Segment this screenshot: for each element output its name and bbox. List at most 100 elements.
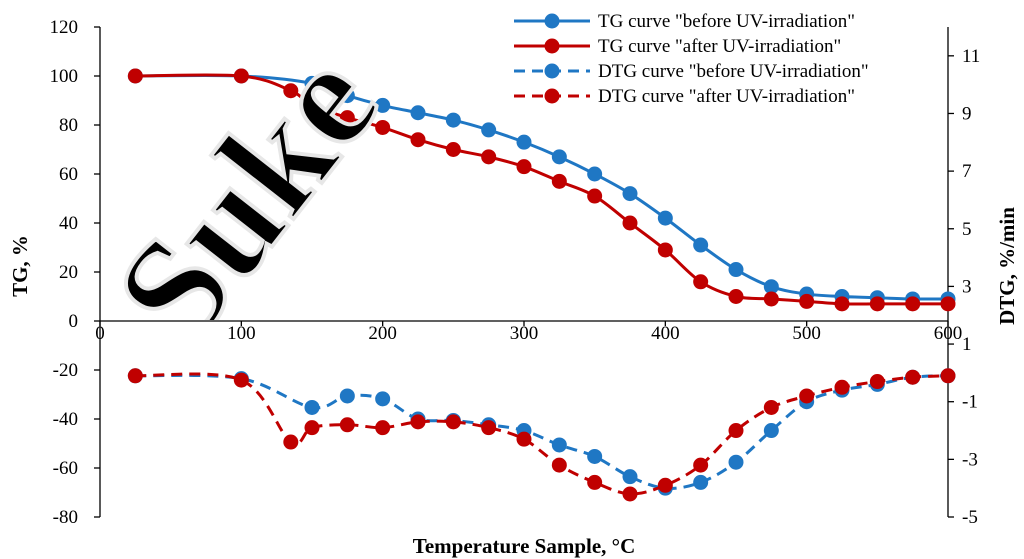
- x-ticks: 0 100 200 300 400 500 600: [95, 321, 962, 344]
- y-right-ticks: 11 9 7 5 3 1 -1 -3 -5: [948, 46, 980, 528]
- data-point: [304, 420, 320, 436]
- y-left-tick-label: 0: [69, 311, 79, 332]
- legend-label: TG curve "before UV-irradiation": [598, 11, 855, 32]
- x-tick-label: 300: [510, 323, 539, 344]
- data-point: [693, 237, 709, 253]
- data-point: [587, 188, 603, 204]
- data-point: [410, 132, 426, 148]
- series-3: [127, 368, 956, 496]
- data-point: [869, 296, 885, 312]
- data-point: [445, 142, 461, 157]
- series-1: [127, 68, 956, 307]
- y-right-tick-label: 11: [962, 46, 980, 67]
- y-left-tick-label: 100: [50, 66, 79, 87]
- data-point: [551, 149, 567, 165]
- y-right-tick-label: 3: [962, 276, 972, 297]
- series-line: [135, 372, 949, 496]
- series-2: [127, 68, 956, 312]
- data-point: [375, 119, 391, 135]
- data-point: [657, 477, 673, 493]
- data-point: [587, 166, 603, 182]
- y-right-tick-label: 1: [962, 334, 972, 355]
- legend-label: DTG curve "before UV-irradiation": [598, 61, 869, 82]
- series-line: [135, 73, 948, 306]
- series-4: [127, 368, 956, 502]
- data-point: [516, 134, 532, 150]
- data-point: [233, 68, 249, 84]
- legend-label: TG curve "after UV-irradiation": [598, 36, 841, 57]
- data-point: [728, 289, 744, 304]
- data-point: [445, 414, 461, 430]
- data-point: [481, 420, 497, 436]
- data-point: [127, 68, 143, 84]
- data-point: [304, 75, 320, 91]
- data-point: [551, 173, 567, 189]
- data-point: [834, 296, 850, 312]
- data-point: [622, 469, 638, 485]
- y-right-tick-label: 9: [962, 103, 972, 124]
- x-tick-label: 500: [792, 323, 821, 344]
- legend-marker: [544, 13, 560, 29]
- y-right-tick-label: 7: [962, 161, 972, 182]
- y-left-tick-label: -20: [53, 360, 78, 381]
- data-point: [516, 159, 532, 175]
- x-tick-label: 100: [227, 323, 256, 344]
- data-point: [763, 291, 779, 307]
- data-point: [869, 374, 885, 390]
- y-right-tick-label: -3: [962, 449, 978, 470]
- data-point: [375, 391, 391, 407]
- legend-marker: [544, 38, 560, 54]
- data-point: [799, 388, 815, 404]
- y-right-tick-label: 5: [962, 219, 972, 240]
- data-point: [693, 274, 709, 290]
- series-line: [135, 73, 949, 301]
- data-point: [516, 431, 532, 447]
- y-left-tick-label: 120: [50, 17, 79, 38]
- data-point: [481, 149, 497, 165]
- x-tick-label: 0: [95, 323, 105, 344]
- data-point: [622, 215, 638, 231]
- y-left-tick-label: -80: [53, 507, 78, 528]
- y-right-tick-label: -5: [962, 507, 978, 528]
- y-left-tick-label: 80: [59, 115, 78, 136]
- y-right-tick-label: -1: [962, 392, 978, 413]
- data-point: [940, 368, 956, 384]
- data-point: [657, 242, 673, 258]
- legend-marker: [544, 63, 560, 79]
- data-point: [339, 88, 355, 104]
- y-left-axis-title: TG, %: [8, 235, 32, 297]
- data-point: [339, 417, 355, 433]
- x-tick-label: 600: [934, 323, 963, 344]
- data-point: [304, 97, 320, 113]
- y-right-axis-title: DTG, %/min: [995, 207, 1019, 325]
- data-point: [728, 454, 744, 470]
- data-point: [587, 474, 603, 490]
- data-point: [763, 279, 779, 295]
- data-point: [127, 368, 143, 384]
- y-left-tick-label: -60: [53, 458, 78, 479]
- data-point: [304, 399, 320, 415]
- data-point: [657, 210, 673, 226]
- y-left-tick-label: 40: [59, 213, 78, 234]
- data-point: [283, 83, 299, 99]
- data-point: [481, 122, 497, 138]
- data-point: [587, 448, 603, 464]
- data-point: [799, 293, 815, 309]
- data-point: [622, 486, 638, 502]
- data-point: [375, 420, 391, 436]
- data-point: [728, 262, 744, 278]
- data-point: [940, 296, 956, 312]
- legend-marker: [544, 88, 560, 104]
- data-point: [693, 457, 709, 473]
- data-point: [622, 186, 638, 202]
- data-point: [410, 414, 426, 430]
- y-left-ticks: 120 100 80 60 40 20 0 -20 -40 -60 -80: [50, 17, 100, 528]
- x-tick-label: 400: [651, 323, 680, 344]
- data-point: [693, 474, 709, 490]
- data-point: [763, 423, 779, 439]
- x-axis-title: Temperature Sample, °C: [413, 534, 635, 558]
- data-point: [233, 372, 249, 388]
- data-point: [905, 369, 921, 385]
- data-point: [763, 399, 779, 415]
